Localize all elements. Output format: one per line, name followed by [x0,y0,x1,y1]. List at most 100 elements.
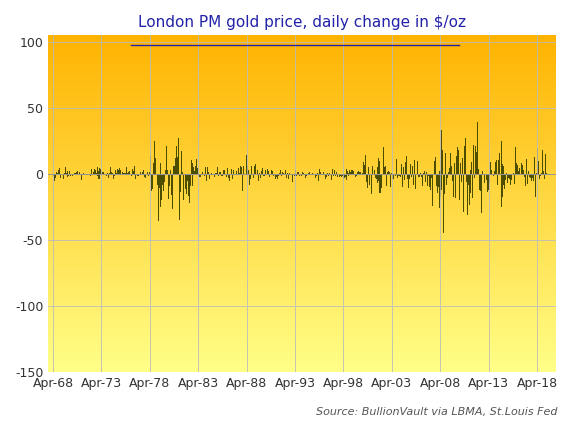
Bar [48,257,557,258]
Bar [48,283,557,284]
Bar [48,285,557,287]
Bar [48,363,557,364]
Bar [48,278,557,279]
Bar [48,306,557,308]
Bar [48,151,557,152]
Bar [48,337,557,338]
Bar [48,313,557,314]
Bar [48,316,557,317]
Bar [48,184,557,185]
Bar [48,211,557,212]
Bar [48,230,557,231]
Bar [48,178,557,179]
Bar [48,63,557,64]
Bar [48,298,557,300]
Bar [48,43,557,45]
Bar [48,96,557,97]
Bar [48,330,557,331]
Bar [48,243,557,245]
Bar [48,165,557,167]
Bar [48,159,557,160]
Bar [48,72,557,73]
Bar [48,180,557,181]
Bar [48,158,557,159]
Bar [48,183,557,184]
Bar [48,50,557,51]
Bar [48,259,557,260]
Bar [48,101,557,103]
Bar [48,222,557,224]
Bar [48,37,557,38]
Bar [48,205,557,206]
Bar [48,146,557,147]
Bar [48,233,557,234]
Bar [48,188,557,189]
Bar [48,197,557,198]
Bar [48,179,557,180]
Bar [48,326,557,327]
Bar [48,57,557,58]
Bar [48,280,557,281]
Bar [48,354,557,355]
Bar [48,104,557,105]
Bar [48,167,557,168]
Bar [48,287,557,288]
Bar [48,346,557,347]
Bar [48,368,557,370]
Bar [48,245,557,246]
Bar [48,141,557,142]
Bar [48,79,557,80]
Bar [48,97,557,98]
Bar [48,262,557,263]
Bar [48,142,557,143]
Bar [48,264,557,266]
Bar [48,204,557,205]
Bar [48,252,557,254]
Bar [48,75,557,76]
Bar [48,62,557,63]
Bar [48,98,557,100]
Bar [48,263,557,264]
Bar [48,155,557,157]
Bar [48,327,557,329]
Bar [48,35,557,37]
Bar [48,371,557,372]
Bar [48,359,557,360]
Bar [48,160,557,162]
Bar [48,157,557,158]
Title: London PM gold price, daily change in $/oz: London PM gold price, daily change in $/… [139,15,466,30]
Bar [48,249,557,250]
Bar [48,173,557,175]
Bar [48,84,557,85]
Bar [48,134,557,135]
Bar [48,344,557,345]
Bar [48,238,557,239]
Bar [48,78,557,79]
Bar [48,118,557,119]
Bar [48,181,557,183]
Bar [48,296,557,297]
Bar [48,276,557,278]
Bar [48,168,557,170]
Bar [48,273,557,275]
Bar [48,135,557,137]
Bar [48,71,557,72]
Bar [48,47,557,49]
Bar [48,267,557,268]
Bar [48,130,557,131]
Bar [48,106,557,108]
Bar [48,187,557,188]
Bar [48,271,557,272]
Bar [48,351,557,352]
Bar [48,131,557,133]
Bar [48,164,557,165]
Bar [48,329,557,330]
Bar [48,38,557,39]
Bar [48,305,557,306]
Bar [48,360,557,362]
Bar [48,189,557,191]
Bar [48,291,557,292]
Bar [48,342,557,344]
Bar [48,221,557,222]
Bar [48,163,557,164]
